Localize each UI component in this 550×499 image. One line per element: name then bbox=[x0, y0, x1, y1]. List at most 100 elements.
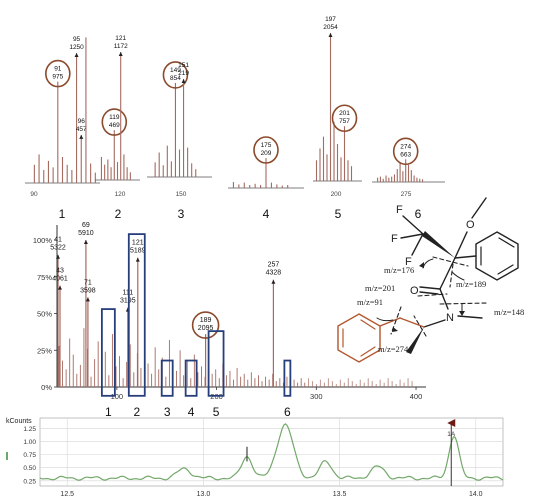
right-ring-double-bond bbox=[498, 237, 515, 248]
zoom-peak-count-151: 219 bbox=[178, 70, 189, 77]
fragment-label-176: m/z=176 bbox=[384, 265, 414, 275]
main-peak-count-189: 2095 bbox=[198, 325, 214, 332]
zoom-peak-circle-201 bbox=[331, 104, 358, 133]
chrom-marker-label: 1A bbox=[447, 431, 456, 438]
highlight-box-label-3: 3 bbox=[164, 405, 171, 419]
cf3-bond-1 bbox=[402, 215, 424, 235]
main-x-tick-label: 100 bbox=[111, 392, 124, 401]
arrow-176 bbox=[422, 258, 434, 269]
zoom-peak-circle-274 bbox=[392, 137, 419, 166]
main-y-tick-label: 50% bbox=[37, 310, 52, 319]
highlight-box-3 bbox=[160, 359, 174, 397]
chrom-marker-flag bbox=[447, 419, 456, 427]
benzyl-bond bbox=[379, 317, 401, 327]
zoom-peak-mz-175: 175 bbox=[261, 142, 272, 149]
left-phenyl-ring bbox=[337, 313, 381, 363]
cleavage-line-189 bbox=[449, 263, 454, 288]
chrom-y-tick-label: 1.25 bbox=[23, 426, 36, 433]
arrow-91 bbox=[376, 317, 394, 322]
atom-f2: F bbox=[391, 233, 398, 245]
arrowhead-148 bbox=[459, 311, 465, 316]
zoom-panel-number-2: 2 bbox=[115, 207, 122, 221]
main-y-tick-label: 25% bbox=[37, 346, 52, 355]
arrow-189 bbox=[451, 271, 465, 281]
left-ring-double-bond bbox=[360, 346, 376, 357]
cleavage-line-201 bbox=[417, 293, 448, 297]
zoom-peak-arrow-95 bbox=[74, 53, 79, 57]
zoom-peak-circle-175 bbox=[253, 136, 279, 164]
arrowhead-176 bbox=[419, 262, 424, 268]
zoom-peak-mz-151: 151 bbox=[178, 62, 189, 69]
ring-to-quaternary-bond bbox=[454, 255, 477, 259]
zoom-peak-mz-121: 121 bbox=[115, 35, 126, 42]
cf3-bond-3 bbox=[411, 233, 424, 256]
chrom-y-tick-label: 1.00 bbox=[23, 439, 36, 446]
atom-o-methoxy: O bbox=[466, 219, 475, 231]
zoom-peak-arrow-197 bbox=[328, 33, 333, 37]
zoom-peak-mz-96: 96 bbox=[78, 118, 86, 125]
main-peak-mz-121: 121 bbox=[132, 240, 144, 247]
fragment-label-91: m/z=91 bbox=[357, 297, 383, 307]
zoom-peak-count-96: 457 bbox=[76, 126, 87, 133]
cleavage-line-176 bbox=[432, 256, 469, 267]
chrom-y-label: kCounts bbox=[6, 418, 32, 425]
fragment-label-189: m/z=189 bbox=[456, 279, 486, 289]
main-peak-arrow-71 bbox=[85, 297, 90, 302]
chrom-y-tick-label: 0.75 bbox=[23, 452, 36, 459]
highlight-box-2 bbox=[127, 233, 146, 397]
main-peak-mz-41: 41 bbox=[54, 237, 62, 244]
zoom-tick-120: 120 bbox=[115, 191, 126, 198]
wedge-bond-methyl bbox=[406, 327, 424, 354]
fragment-label-274: m/z=274 bbox=[378, 344, 409, 354]
zoom-peak-arrow-121 bbox=[118, 52, 123, 56]
main-peak-arrow-69 bbox=[83, 240, 88, 244]
main-mass-spectrum: 0%25%50%75%100% 100 200 300 400 41532243406… bbox=[33, 222, 426, 419]
zoom-panel-number-6: 6 bbox=[415, 207, 422, 221]
cleavage-line-274 bbox=[413, 315, 427, 337]
zoom-tick-90: 90 bbox=[30, 191, 38, 198]
main-peak-arrow-121 bbox=[135, 257, 140, 262]
main-peak-count-111: 3195 bbox=[120, 298, 136, 305]
zoom-panel-number-4: 4 bbox=[263, 207, 270, 221]
highlight-box-label-5: 5 bbox=[213, 405, 220, 419]
main-peak-count-257: 4328 bbox=[266, 270, 282, 277]
main-y-ticks: 0% 25% 50% 75% 100% bbox=[33, 236, 57, 392]
zoom-peak-mz-274: 274 bbox=[400, 143, 411, 150]
main-x-tick-label: 300 bbox=[310, 392, 323, 401]
chrom-x-tick-label: 14.0 bbox=[469, 491, 483, 498]
highlight-box-1 bbox=[100, 308, 116, 397]
main-x-ticks: 100 200 300 400 bbox=[111, 387, 422, 401]
zoom-peak-mz-197: 197 bbox=[325, 16, 336, 23]
left-ring-double-bond bbox=[360, 319, 376, 330]
highlight-box-label-6: 6 bbox=[284, 405, 291, 419]
chrom-y-ticks: 0.25 0.50 0.75 1.00 1.25 bbox=[23, 426, 503, 485]
zoom-peak-arrow-151 bbox=[181, 79, 186, 83]
zoom-peak-mz-91: 91 bbox=[54, 66, 62, 73]
quaternary-to-methoxy-bond bbox=[454, 231, 468, 259]
zoom-peak-mz-149: 149 bbox=[170, 67, 181, 74]
zoom-peak-count-121: 1172 bbox=[114, 43, 128, 50]
atom-n: N bbox=[446, 312, 454, 324]
chrom-x-tick-label: 13.5 bbox=[333, 491, 347, 498]
chromatogram-trace bbox=[39, 423, 504, 481]
zoom-panel-number-5: 5 bbox=[335, 207, 342, 221]
chrom-x-ticks: 12.5 13.0 13.5 14.0 bbox=[60, 418, 483, 498]
zoom-tick-150: 150 bbox=[176, 191, 187, 198]
main-peak-mz-111: 111 bbox=[122, 290, 133, 297]
zoom-tick-200: 200 bbox=[331, 191, 342, 198]
carbonyl-double-bond-b bbox=[419, 291, 439, 295]
quaternary-to-carbonyl-bond bbox=[439, 257, 456, 290]
atom-f1: F bbox=[396, 204, 403, 216]
zoom-tick-275: 275 bbox=[401, 191, 412, 198]
wedge-bond-cf3 bbox=[422, 231, 455, 258]
zoom-peak-count-175: 209 bbox=[261, 150, 272, 157]
zoom-peak-count-119: 469 bbox=[109, 122, 120, 129]
chrom-markers: 1A bbox=[246, 419, 456, 486]
main-peak-count-69: 5910 bbox=[78, 230, 94, 237]
chrom-x-tick-label: 12.5 bbox=[60, 491, 74, 498]
zoom-peak-count-91: 975 bbox=[52, 74, 63, 81]
